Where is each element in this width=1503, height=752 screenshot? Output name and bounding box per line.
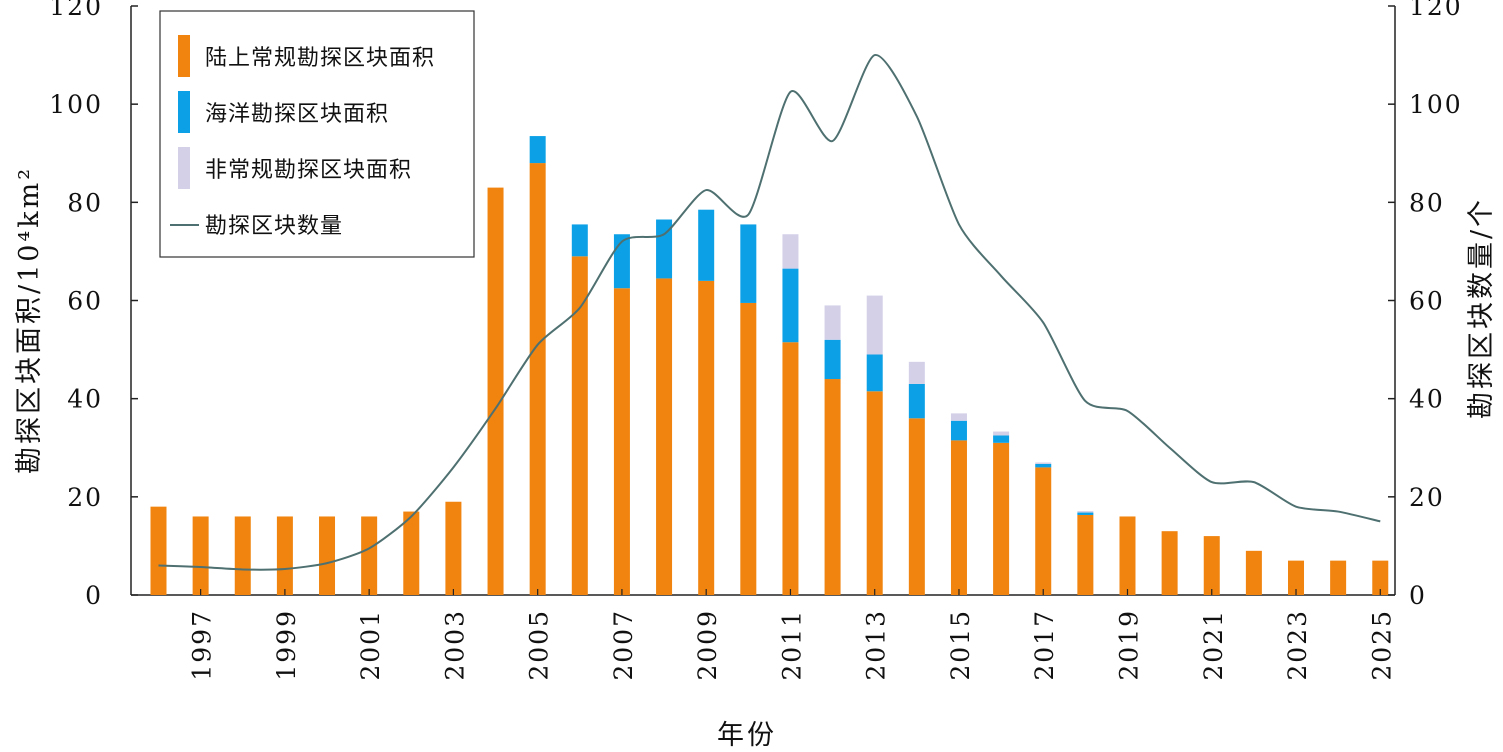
bar-offshore-2008 <box>656 219 673 279</box>
bar-onshore-2019 <box>1119 516 1136 595</box>
x-tick-label: 2003 <box>440 609 469 681</box>
bar-offshore-2005 <box>529 136 546 164</box>
bar-onshore-2024 <box>1330 560 1347 595</box>
right-axis-ticks: 0 20 40 60 80 100 120 <box>1388 0 1463 610</box>
bar-onshore-2003 <box>445 501 462 595</box>
x-axis-title: 年份 <box>717 720 777 751</box>
block-count-line <box>158 54 1381 571</box>
x-tick-label: 2007 <box>609 609 638 681</box>
legend-swatch-offshore <box>178 91 190 133</box>
bar-onshore-2009 <box>698 280 715 595</box>
bar-unconventional-2011 <box>782 234 799 269</box>
legend-swatch-onshore <box>178 35 190 77</box>
bar-onshore-2017 <box>1035 467 1052 595</box>
bar-onshore-2002 <box>403 511 420 595</box>
bar-onshore-2020 <box>1161 531 1178 595</box>
bar-offshore-2014 <box>908 383 925 419</box>
x-tick-label: 2005 <box>525 609 554 681</box>
bar-unconventional-2016 <box>993 431 1010 436</box>
bar-onshore-2000 <box>319 516 336 595</box>
x-tick-label: 1999 <box>272 609 301 681</box>
bar-unconventional-2013 <box>866 295 883 355</box>
bar-offshore-2009 <box>698 209 715 281</box>
legend-label-unconventional: 非常规勘探区块面积 <box>205 158 412 183</box>
right-tick-label: 100 <box>1409 90 1463 119</box>
bar-unconventional-2014 <box>908 361 925 384</box>
x-tick-label: 2013 <box>862 609 891 681</box>
bar-offshore-2016 <box>993 435 1010 443</box>
bar-onshore-2011 <box>782 342 799 595</box>
bar-offshore-2006 <box>571 224 588 257</box>
left-axis-ticks: 0 20 40 60 80 100 120 <box>49 0 138 610</box>
bar-offshore-2017 <box>1035 463 1052 468</box>
bar-onshore-2016 <box>993 442 1010 595</box>
x-tick-label: 2019 <box>1114 609 1143 681</box>
right-tick-label: 60 <box>1409 287 1445 316</box>
bar-onshore-2021 <box>1203 536 1220 595</box>
x-axis-ticks: 1997 1999 2001 2003 2005 2007 2009 2011 2013 2015… <box>188 589 1396 681</box>
bar-onshore-2012 <box>824 379 841 595</box>
left-tick-label: 40 <box>67 385 103 414</box>
right-tick-label: 120 <box>1409 0 1463 21</box>
bar-onshore-2010 <box>740 302 757 595</box>
x-tick-label: 2017 <box>1030 609 1059 681</box>
bar-onshore-2006 <box>571 256 588 595</box>
bar-onshore-1997 <box>192 516 209 595</box>
bar-unconventional-2018 <box>1077 511 1094 513</box>
left-tick-label: 100 <box>49 90 103 119</box>
bar-offshore-2015 <box>950 420 967 441</box>
legend-label-count: 勘探区块数量 <box>205 214 343 239</box>
bar-onshore-1996 <box>150 506 167 595</box>
x-tick-label: 2021 <box>1199 609 1228 681</box>
left-tick-label: 20 <box>67 483 103 512</box>
left-tick-label: 60 <box>67 287 103 316</box>
bar-onshore-2013 <box>866 391 883 595</box>
bar-onshore-2022 <box>1245 550 1262 595</box>
bar-offshore-2010 <box>740 224 757 303</box>
bar-onshore-2014 <box>908 418 925 595</box>
left-tick-label: 0 <box>85 581 103 610</box>
bar-unconventional-2015 <box>950 413 967 421</box>
x-tick-label: 1997 <box>188 609 217 681</box>
legend-frame <box>159 10 475 258</box>
bar-onshore-2015 <box>950 440 967 595</box>
right-axis-title: 勘探区块数量/个 <box>1466 197 1497 419</box>
x-tick-label: 2009 <box>693 609 722 681</box>
line-layer <box>158 54 1381 571</box>
right-tick-label: 20 <box>1409 483 1445 512</box>
bar-offshore-2018 <box>1077 512 1094 515</box>
bar-offshore-2011 <box>782 268 799 343</box>
bar-onshore-2001 <box>361 516 378 595</box>
left-axis-title: 勘探区块面积/10⁴km² <box>14 166 45 474</box>
x-tick-label: 2015 <box>946 609 975 681</box>
bar-onshore-2005 <box>529 163 546 595</box>
bar-onshore-2007 <box>613 288 630 595</box>
x-tick-label: 2001 <box>356 609 385 681</box>
right-tick-label: 0 <box>1409 581 1427 610</box>
bar-offshore-2012 <box>824 339 841 380</box>
legend-label-offshore: 海洋勘探区块面积 <box>205 102 389 127</box>
left-tick-label: 80 <box>67 188 103 217</box>
right-tick-label: 40 <box>1409 385 1445 414</box>
bar-offshore-2013 <box>866 354 883 392</box>
bar-onshore-1999 <box>276 516 293 595</box>
x-tick-label: 2023 <box>1283 609 1312 681</box>
right-tick-label: 80 <box>1409 188 1445 217</box>
x-tick-label: 2011 <box>777 609 806 681</box>
legend-label-onshore: 陆上常规勘探区块面积 <box>205 46 435 71</box>
bar-unconventional-2012 <box>824 305 841 340</box>
bar-onshore-2018 <box>1077 514 1094 595</box>
bar-unconventional-2017 <box>1035 462 1052 464</box>
bar-onshore-1998 <box>234 516 251 595</box>
left-tick-label: 120 <box>49 0 103 21</box>
legend-swatch-unconventional <box>178 147 190 189</box>
bars-layer <box>150 136 1389 596</box>
x-tick-label: 2025 <box>1367 609 1396 681</box>
bar-onshore-2023 <box>1288 560 1305 595</box>
bar-onshore-2008 <box>656 278 673 595</box>
bar-onshore-2025 <box>1372 560 1389 595</box>
bar-onshore-2004 <box>487 187 504 596</box>
